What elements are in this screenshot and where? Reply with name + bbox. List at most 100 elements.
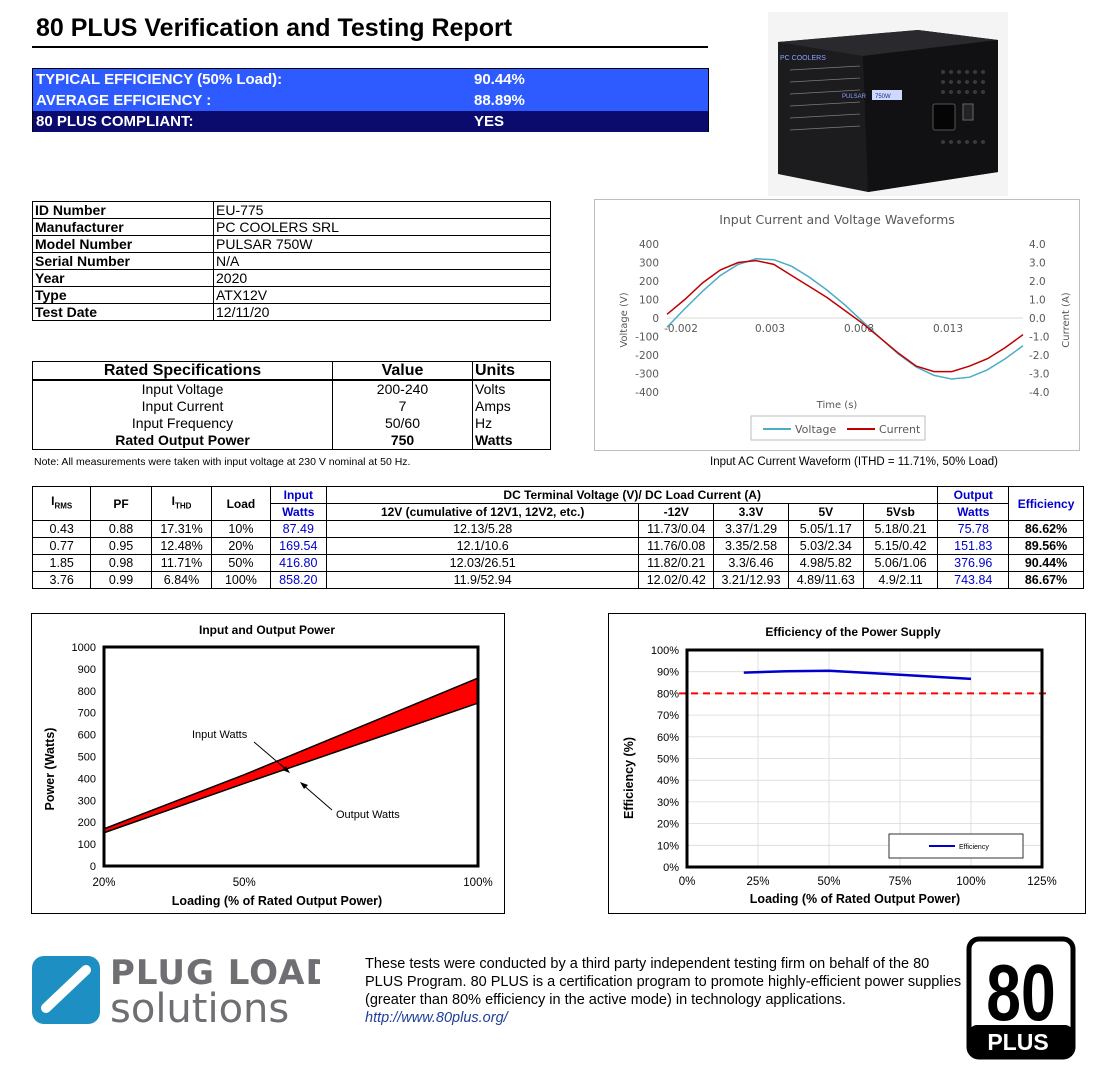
col-dc-terminal: DC Terminal Voltage (V)/ DC Load Current… — [325, 486, 939, 504]
annotation-output-arrowhead — [300, 782, 308, 789]
legend-efficiency-label: Efficiency — [959, 844, 989, 851]
efficiency-y-tick: 70% — [657, 710, 679, 722]
summary-box: TYPICAL EFFICIENCY (50% Load): 90.44% AV… — [32, 68, 709, 132]
summary-compliant: 80 PLUS COMPLIANT: YES — [33, 111, 708, 132]
spec-value: 7 — [332, 398, 473, 415]
efficiency-x-tick: 0% — [679, 876, 696, 888]
col-output-watts: Watts — [937, 503, 1010, 521]
spec-value: 200-240 — [332, 380, 473, 398]
id-key: Year — [32, 269, 214, 287]
plus-logo-number: 80 — [986, 949, 1055, 1038]
psu-photo: PC COOLERS PULSAR 750W — [768, 12, 1008, 196]
waveform-y-right-tick: 1.0 — [1029, 295, 1046, 307]
spec-name: Input Frequency — [32, 415, 333, 432]
power-chart-title: Input and Output Power — [199, 623, 335, 637]
summary-average-efficiency: AVERAGE EFFICIENCY : 88.89% — [33, 90, 708, 111]
efficiency-chart-ylabel: Efficiency (%) — [622, 737, 636, 819]
waveform-y-right-tick: 4.0 — [1029, 239, 1046, 251]
waveform-ylabel-right: Current (A) — [1061, 292, 1072, 347]
waveform-y-left-tick: -200 — [635, 350, 659, 362]
cell: 100% — [211, 571, 271, 589]
cell: 5.15/0.42 — [862, 537, 939, 555]
spec-value: 750 — [332, 432, 473, 450]
table-row: 3.76 0.99 6.84% 100% 858.20 11.9/52.94 12.02/0… — [31, 571, 1084, 589]
col-3v3: 3.3V — [713, 503, 789, 521]
waveform-y-right-tick: 2.0 — [1029, 276, 1046, 288]
col-5v: 5V — [787, 503, 864, 521]
footer-text-block: These tests were conducted by a third pa… — [365, 955, 963, 1027]
cell: 90.44% — [1008, 554, 1084, 572]
cell: 0.43 — [31, 520, 92, 538]
cell: 12.48% — [150, 537, 213, 555]
col-input: Input — [269, 486, 327, 504]
annotation-input-arrowhead — [282, 766, 290, 773]
cell: 86.67% — [1008, 571, 1084, 589]
col-load: Load — [211, 486, 271, 521]
power-chart: Input and Output Power Loading (% of Rat… — [31, 613, 505, 914]
power-y-tick: 200 — [78, 817, 96, 829]
cell: 11.76/0.08 — [638, 537, 715, 555]
spec-name: Input Voltage — [32, 380, 333, 398]
waveform-y-left-tick: 400 — [639, 239, 659, 251]
legend-voltage-label: Voltage — [795, 423, 836, 436]
id-value: PULSAR 750W — [213, 235, 551, 253]
id-value: 2020 — [213, 269, 551, 287]
cell: 12.03/26.51 — [325, 554, 640, 572]
test-results-table: IRMS PF ITHD Load Input DC Terminal Volt… — [31, 486, 1084, 589]
cell: 3.3/6.46 — [713, 554, 789, 572]
efficiency-y-tick: 90% — [657, 667, 679, 679]
table-row: 0.43 0.88 17.31% 10% 87.49 12.13/5.28 11.73/0.… — [31, 520, 1084, 538]
cell: 11.73/0.04 — [638, 520, 715, 538]
cell: 86.62% — [1008, 520, 1084, 538]
col-efficiency: Efficiency — [1008, 486, 1084, 521]
waveform-y-left-tick: -400 — [635, 387, 659, 399]
summary-value: 90.44% — [474, 71, 525, 88]
cell: 1.85 — [31, 554, 92, 572]
cell: 10% — [211, 520, 271, 538]
power-y-tick: 900 — [78, 664, 96, 676]
table-row: Input Current 7 Amps — [32, 398, 551, 415]
efficiency-y-tick: 80% — [657, 688, 679, 700]
cell: 743.84 — [937, 571, 1010, 589]
power-y-tick: 400 — [78, 773, 96, 785]
col-5vsb: 5Vsb — [862, 503, 939, 521]
table-row: ID Number EU-775 — [32, 201, 551, 219]
waveform-y-left-tick: 0 — [652, 313, 659, 325]
cell: 5.18/0.21 — [862, 520, 939, 538]
cell: 3.37/1.29 — [713, 520, 789, 538]
power-input-line — [103, 677, 479, 830]
id-key: Manufacturer — [32, 218, 214, 236]
cell: 17.31% — [150, 520, 213, 538]
waveform-y-left-tick: -100 — [635, 332, 659, 344]
table-header-row: IRMS PF ITHD Load Input DC Terminal Volt… — [31, 486, 1084, 521]
table-row: Rated Output Power 750 Watts — [32, 432, 551, 450]
waveform-current-line — [666, 259, 1024, 373]
table-row: Model Number PULSAR 750W — [32, 235, 551, 253]
summary-value: 88.89% — [474, 92, 525, 109]
efficiency-chart: Efficiency of the Power Supply Loading (… — [608, 613, 1086, 914]
efficiency-chart-xlabel: Loading (% of Rated Output Power) — [750, 892, 960, 906]
waveform-y-right-tick: -4.0 — [1029, 387, 1050, 399]
id-key: Serial Number — [32, 252, 214, 270]
cell: 5.05/1.17 — [787, 520, 864, 538]
power-output-line — [103, 702, 479, 834]
table-row: Serial Number N/A — [32, 252, 551, 270]
spec-value: 50/60 — [332, 415, 473, 432]
spec-header: Units — [472, 361, 551, 381]
cell: 3.35/2.58 — [713, 537, 789, 555]
waveform-title: Input Current and Voltage Waveforms — [719, 212, 955, 227]
col-output: Output — [937, 486, 1010, 504]
cell: 11.82/0.21 — [638, 554, 715, 572]
summary-label: AVERAGE EFFICIENCY : — [36, 92, 212, 109]
photo-brand-text: PC COOLERS — [780, 55, 826, 62]
waveform-x-tick: -0.002 — [664, 323, 698, 335]
waveform-y-left-tick: 200 — [639, 276, 659, 288]
id-table: ID Number EU-775 Manufacturer PC COOLERS S… — [32, 201, 551, 321]
efficiency-y-tick: 40% — [657, 775, 679, 787]
footer-link[interactable]: http://www.80plus.org/ — [365, 1010, 508, 1026]
power-plot-frame — [102, 645, 480, 868]
cell: 0.77 — [31, 537, 92, 555]
spec-unit: Amps — [472, 398, 551, 415]
table-row: Type ATX12V — [32, 286, 551, 304]
table-row: Input Voltage 200-240 Volts — [32, 380, 551, 398]
